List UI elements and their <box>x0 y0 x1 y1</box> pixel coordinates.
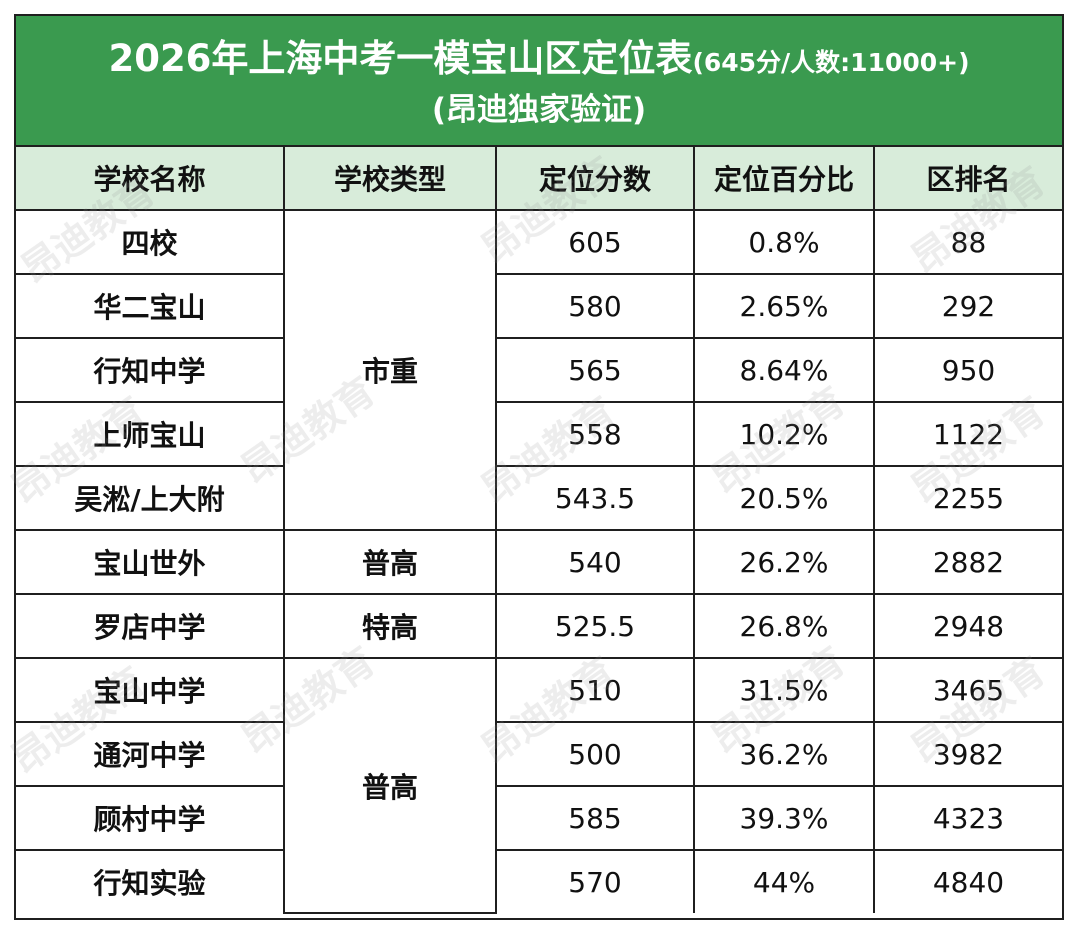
score-cell: 510 <box>495 657 695 723</box>
rank-cell: 3982 <box>873 721 1062 787</box>
school-name: 行知中学 <box>16 337 285 403</box>
column-header-percent: 定位百分比 <box>693 147 875 211</box>
title-main: 2026年上海中考一模宝山区定位表 <box>108 37 693 80</box>
percent-cell: 31.5% <box>693 657 875 723</box>
school-type-cell: 普高 <box>283 657 497 914</box>
score-cell: 585 <box>495 785 695 851</box>
score-cell: 570 <box>495 849 695 913</box>
school-type-cell: 特高 <box>283 593 497 659</box>
score-cell: 558 <box>495 401 695 467</box>
rank-cell: 1122 <box>873 401 1062 467</box>
school-name: 罗店中学 <box>16 593 285 659</box>
rank-cell: 950 <box>873 337 1062 403</box>
score-cell: 543.5 <box>495 465 695 531</box>
score-cell: 565 <box>495 337 695 403</box>
percent-cell: 39.3% <box>693 785 875 851</box>
rank-cell: 3465 <box>873 657 1062 723</box>
table-row: 宝山中学 普高 510 31.5% 3465 <box>16 657 1062 914</box>
school-name: 华二宝山 <box>16 273 285 339</box>
school-name: 宝山中学 <box>16 657 285 723</box>
percent-cell: 44% <box>693 849 875 913</box>
column-header-row: 学校名称 学校类型 定位分数 定位百分比 区排名 <box>16 147 1062 211</box>
percent-cell: 26.2% <box>693 529 875 595</box>
percent-cell: 2.65% <box>693 273 875 339</box>
ranking-table: 学校名称 学校类型 定位分数 定位百分比 区排名 四校 市重 605 0.8% … <box>16 147 1062 914</box>
column-header-school: 学校名称 <box>16 147 285 211</box>
school-type-cell: 市重 <box>283 209 497 531</box>
table-row: 罗店中学 特高 525.5 26.8% 2948 <box>16 593 1062 659</box>
school-name: 四校 <box>16 209 285 275</box>
table-frame: 2026年上海中考一模宝山区定位表(645分/人数:11000+) (昂迪独家验… <box>14 14 1064 920</box>
school-name: 上师宝山 <box>16 401 285 467</box>
title-line-2: (昂迪独家验证) <box>431 92 647 128</box>
title-subtitle: (645分/人数:11000+) <box>692 48 970 77</box>
table-row: 行知实验 570 44% 4840 <box>16 849 1062 913</box>
percent-cell: 36.2% <box>693 721 875 787</box>
table-row: 行知中学 565 8.64% 950 <box>16 337 1062 403</box>
score-cell: 540 <box>495 529 695 595</box>
percent-cell: 20.5% <box>693 465 875 531</box>
score-cell: 605 <box>495 209 695 275</box>
school-type-cell: 普高 <box>283 529 497 595</box>
rank-cell: 2948 <box>873 593 1062 659</box>
table-row: 四校 市重 605 0.8% 88 <box>16 209 1062 531</box>
title-line-1: 2026年上海中考一模宝山区定位表(645分/人数:11000+) <box>16 16 1062 86</box>
table-row: 吴淞/上大附 543.5 20.5% 2255 <box>16 465 1062 531</box>
rank-cell: 2255 <box>873 465 1062 531</box>
rank-cell: 292 <box>873 273 1062 339</box>
table-row: 通河中学 500 36.2% 3982 <box>16 721 1062 787</box>
column-header-rank: 区排名 <box>873 147 1062 211</box>
percent-cell: 10.2% <box>693 401 875 467</box>
column-header-score: 定位分数 <box>495 147 695 211</box>
score-cell: 500 <box>495 721 695 787</box>
score-cell: 525.5 <box>495 593 695 659</box>
school-name: 行知实验 <box>16 849 285 913</box>
school-name: 通河中学 <box>16 721 285 787</box>
column-header-type: 学校类型 <box>283 147 497 211</box>
percent-cell: 26.8% <box>693 593 875 659</box>
table-title: 2026年上海中考一模宝山区定位表(645分/人数:11000+) (昂迪独家验… <box>16 16 1062 147</box>
rank-cell: 4840 <box>873 849 1062 913</box>
score-cell: 580 <box>495 273 695 339</box>
rank-cell: 2882 <box>873 529 1062 595</box>
school-name: 宝山世外 <box>16 529 285 595</box>
rank-cell: 4323 <box>873 785 1062 851</box>
table-row: 华二宝山 580 2.65% 292 <box>16 273 1062 339</box>
table-row: 上师宝山 558 10.2% 1122 <box>16 401 1062 467</box>
school-name: 吴淞/上大附 <box>16 465 285 531</box>
percent-cell: 0.8% <box>693 209 875 275</box>
table-row: 顾村中学 585 39.3% 4323 <box>16 785 1062 851</box>
rank-cell: 88 <box>873 209 1062 275</box>
table-row: 宝山世外 普高 540 26.2% 2882 <box>16 529 1062 595</box>
percent-cell: 8.64% <box>693 337 875 403</box>
school-name: 顾村中学 <box>16 785 285 851</box>
